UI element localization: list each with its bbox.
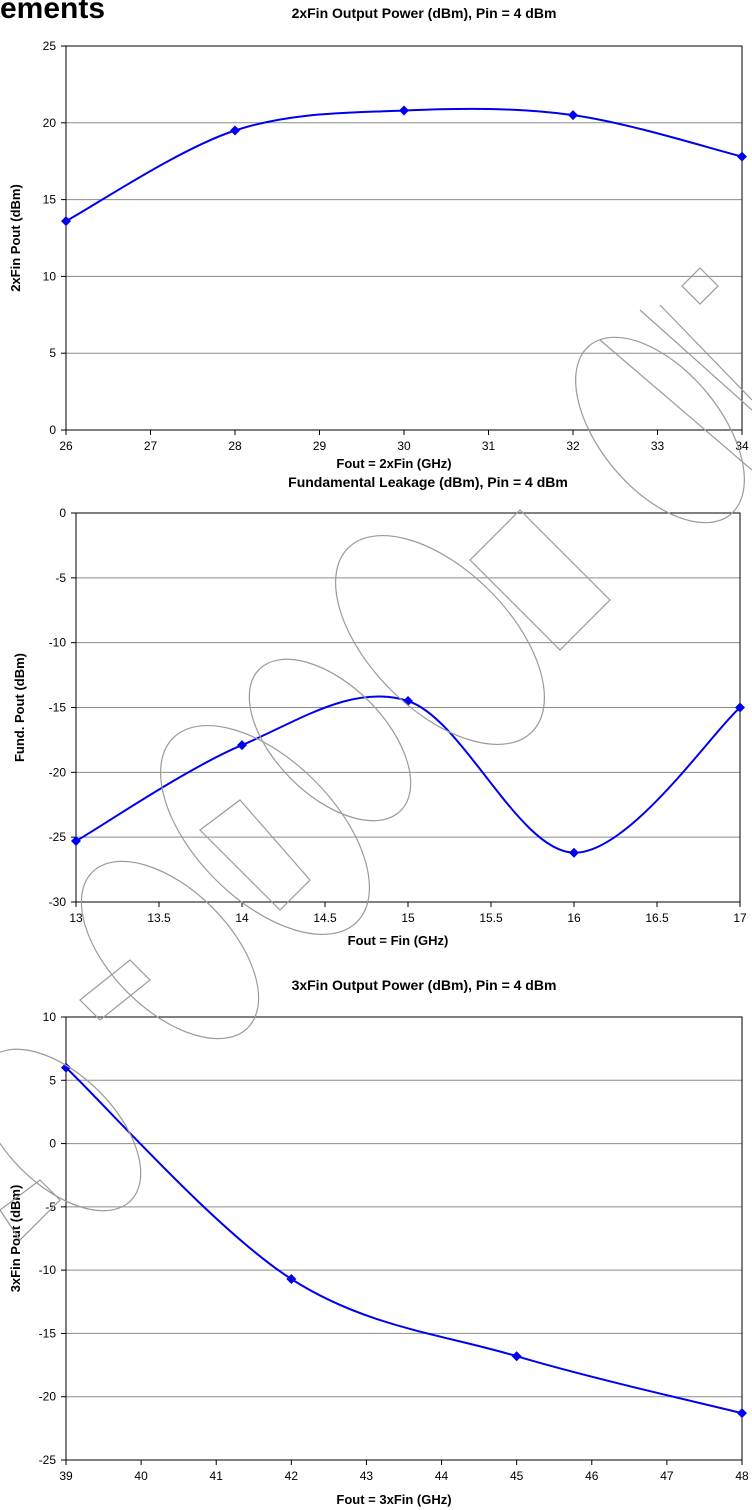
- y-tick-label: -5: [45, 1200, 56, 1214]
- data-point-marker: [286, 1274, 297, 1285]
- x-tick-label: 14.5: [313, 911, 337, 925]
- x-axis-label: Fout = 3xFin (GHz): [336, 1492, 451, 1507]
- x-tick-label: 44: [435, 1469, 449, 1483]
- plot-area-frame: [65, 1016, 743, 1461]
- x-tick-label: 40: [134, 1469, 148, 1483]
- y-tick-label: -10: [49, 636, 67, 650]
- x-tick-label: 48: [735, 1469, 749, 1483]
- y-tick-label: -10: [39, 1263, 57, 1277]
- y-axis-label: 3xFin Pout (dBm): [8, 1185, 23, 1293]
- x-tick-label: 28: [228, 439, 242, 453]
- y-tick-label: -5: [55, 571, 66, 585]
- chart-fundamental-leakage: Fundamental Leakage (dBm), Pin = 4 dBm 0 -…: [12, 474, 747, 948]
- y-tick-label: 10: [43, 269, 57, 283]
- y-axis-label: 2xFin Pout (dBm): [8, 184, 23, 292]
- page-heading: ements: [0, 0, 106, 25]
- chart-3xfin-output-power: 3xFin Output Power (dBm), Pin = 4 dBm 10 5…: [8, 977, 749, 1507]
- chart-2xfin-output-power: 2xFin Output Power (dBm), Pin = 4 dBm 0 5 1…: [8, 5, 749, 471]
- x-tick-label: 46: [585, 1469, 599, 1483]
- x-tick-label: 17: [733, 911, 747, 925]
- x-tick-label: 15.5: [479, 911, 503, 925]
- x-tick-label: 34: [735, 439, 749, 453]
- x-tick-label: 45: [510, 1469, 524, 1483]
- chart-title: 2xFin Output Power (dBm), Pin = 4 dBm: [292, 5, 557, 21]
- y-tick-label: 20: [43, 116, 57, 130]
- x-tick-label: 39: [59, 1469, 73, 1483]
- y-tick-label: -30: [49, 895, 67, 909]
- series-line: [65, 1066, 743, 1415]
- y-tick-label: -20: [49, 765, 67, 779]
- data-point-marker: [71, 836, 81, 847]
- x-tick-label: 13.5: [147, 911, 171, 925]
- x-tick-label: 33: [651, 439, 665, 453]
- data-point-marker: [237, 740, 247, 751]
- x-tick-label: 29: [313, 439, 327, 453]
- x-tick-label: 30: [397, 439, 411, 453]
- y-tick-label: -15: [49, 701, 67, 715]
- x-tick-label: 27: [144, 439, 158, 453]
- x-axis-label: Fout = Fin (GHz): [348, 933, 449, 948]
- data-point-marker: [569, 847, 579, 858]
- y-tick-label: 5: [49, 346, 56, 360]
- x-tick-label: 14: [235, 911, 249, 925]
- y-tick-label: 0: [59, 506, 66, 520]
- x-tick-label: 42: [285, 1469, 299, 1483]
- y-tick-label: 10: [43, 1010, 57, 1024]
- data-point-marker: [403, 696, 413, 707]
- chart-title: Fundamental Leakage (dBm), Pin = 4 dBm: [288, 474, 568, 490]
- x-tick-label: 47: [660, 1469, 674, 1483]
- data-point-marker: [61, 216, 71, 227]
- series-line: [75, 695, 741, 854]
- y-tick-label: 15: [43, 193, 57, 207]
- x-tick-label: 43: [360, 1469, 374, 1483]
- series-line: [65, 107, 743, 222]
- y-tick-label: -25: [49, 830, 67, 844]
- x-tick-label: 13: [69, 911, 83, 925]
- y-tick-label: 0: [49, 1137, 56, 1151]
- x-tick-label: 15: [401, 911, 415, 925]
- x-axis-label: Fout = 2xFin (GHz): [336, 456, 451, 471]
- x-tick-label: 32: [566, 439, 580, 453]
- x-tick-label: 41: [210, 1469, 224, 1483]
- y-axis-label: Fund. Pout (dBm): [12, 653, 27, 762]
- data-point-marker: [511, 1351, 522, 1362]
- chart-title: 3xFin Output Power (dBm), Pin = 4 dBm: [292, 977, 557, 993]
- y-tick-label: 0: [49, 423, 56, 437]
- x-tick-label: 16: [567, 911, 581, 925]
- x-tick-label: 16.5: [645, 911, 669, 925]
- y-tick-label: -15: [39, 1326, 57, 1340]
- data-point-marker: [568, 110, 578, 121]
- y-tick-label: 25: [43, 39, 57, 53]
- y-tick-label: -25: [39, 1453, 57, 1467]
- data-point-marker: [737, 151, 747, 162]
- x-tick-label: 26: [59, 439, 73, 453]
- data-point-marker: [737, 1408, 747, 1419]
- data-point-marker: [735, 702, 745, 713]
- plot-area-frame: [65, 45, 743, 431]
- y-tick-label: 5: [49, 1073, 56, 1087]
- data-point-marker: [399, 105, 409, 116]
- data-point-marker: [230, 125, 240, 136]
- x-tick-label: 31: [482, 439, 496, 453]
- y-tick-label: -20: [39, 1390, 57, 1404]
